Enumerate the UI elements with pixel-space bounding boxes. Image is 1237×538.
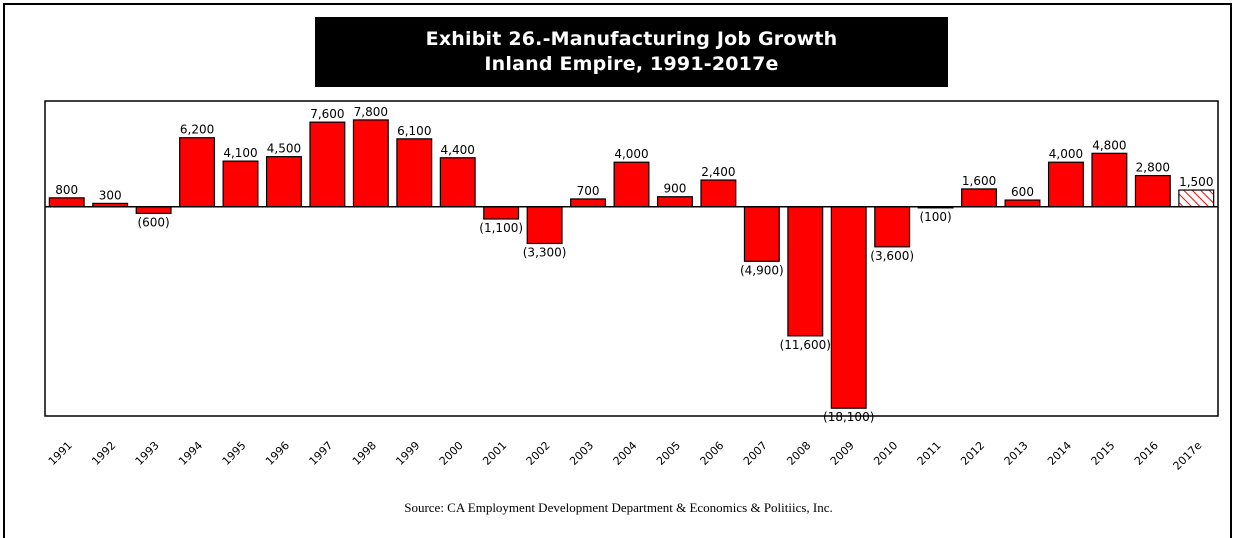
x-tick-label-2009: 2009 (828, 439, 857, 468)
bar-2017e (1178, 189, 1215, 208)
source-note: Source: CA Employment Development Depart… (404, 500, 833, 515)
data-label-2004: 4,000 (614, 147, 648, 161)
x-tick-label-1996: 1996 (263, 439, 292, 468)
x-tick-label-2005: 2005 (654, 439, 683, 468)
bar-2016 (1134, 174, 1171, 208)
x-tick-label-1998: 1998 (350, 439, 379, 468)
chart-title: Exhibit 26.-Manufacturing Job Growth Inl… (315, 17, 948, 87)
chart-title-line-1: Exhibit 26.-Manufacturing Job Growth (425, 28, 838, 50)
data-label-2003: 700 (577, 184, 600, 198)
bar-1995 (222, 160, 259, 208)
data-label-2010: (3,600) (870, 249, 914, 263)
x-tick-label-2015: 2015 (1089, 439, 1118, 468)
x-tick-label-2003: 2003 (567, 439, 596, 468)
bar-2010 (874, 206, 911, 248)
data-label-1997: 7,600 (310, 107, 344, 121)
bar-2000 (439, 157, 476, 208)
data-label-2009: (18,100) (823, 410, 874, 424)
data-label-2006: 2,400 (701, 165, 735, 179)
x-tick-label-2016: 2016 (1132, 439, 1161, 468)
x-tick-label-2013: 2013 (1002, 439, 1031, 468)
data-label-2007: (4,900) (740, 263, 784, 277)
data-label-1996: 4,500 (267, 142, 301, 156)
data-label-2014: 4,000 (1049, 147, 1083, 161)
data-label-1999: 6,100 (397, 124, 431, 138)
data-label-2012: 1,600 (962, 174, 996, 188)
bar-1996 (265, 156, 302, 208)
chart-frame (3, 3, 1232, 538)
x-tick-label-2008: 2008 (784, 439, 813, 468)
bar-2007 (743, 206, 780, 262)
data-label-2015: 4,800 (1092, 138, 1126, 152)
x-tick-label-2007: 2007 (741, 439, 770, 468)
data-label-2001: (1,100) (479, 221, 523, 235)
x-tick-label-1997: 1997 (307, 439, 336, 468)
x-tick-label-1993: 1993 (133, 439, 162, 468)
data-label-1993: (600) (137, 215, 169, 229)
x-tick-label-2010: 2010 (871, 439, 900, 468)
x-tick-label-1995: 1995 (220, 439, 249, 468)
data-label-1998: 7,800 (354, 105, 388, 119)
data-label-2013: 600 (1011, 185, 1034, 199)
x-tick-label-1991: 1991 (46, 439, 75, 468)
x-tick-label-2000: 2000 (437, 439, 466, 468)
x-tick-label-1992: 1992 (89, 439, 118, 468)
data-label-2008: (11,600) (780, 338, 831, 352)
bar-1994 (179, 137, 216, 208)
data-label-1991: 800 (55, 183, 78, 197)
x-tick-label-2004: 2004 (611, 439, 640, 468)
bar-1998 (352, 119, 389, 208)
bar-2003 (570, 198, 607, 208)
data-label-1995: 4,100 (223, 146, 257, 160)
data-label-2011: (100) (919, 210, 951, 224)
x-tick-label-1994: 1994 (176, 439, 205, 468)
bar-chart: 800 300 (600) 6,200 4,100 4,500 7,600 7,800 6,10… (44, 100, 1219, 473)
bar-1991 (48, 197, 85, 208)
bar-2002 (526, 206, 563, 245)
bar-2013 (1004, 199, 1041, 208)
bar-2015 (1091, 152, 1128, 208)
data-label-2000: 4,400 (441, 143, 475, 157)
data-label-1994: 6,200 (180, 123, 214, 137)
data-label-2017e: 1,500 (1179, 175, 1213, 189)
x-tick-label-2014: 2014 (1045, 439, 1074, 468)
x-tick-label-2012: 2012 (958, 439, 987, 468)
bar-2001 (483, 206, 520, 220)
data-label-2016: 2,800 (1136, 161, 1170, 175)
bar-2008 (787, 206, 824, 337)
x-tick-label-2001: 2001 (480, 439, 509, 468)
x-tick-label-1999: 1999 (393, 439, 422, 468)
bar-2009 (830, 206, 867, 409)
x-tick-label-2011: 2011 (915, 439, 944, 468)
data-label-2002: (3,300) (523, 245, 567, 259)
data-labels-group: 800 300 (600) 6,200 4,100 4,500 7,600 7,800 6,10… (55, 105, 1213, 424)
data-label-1992: 300 (99, 188, 122, 202)
data-label-2005: 900 (663, 182, 686, 196)
bar-2004 (613, 161, 650, 208)
bar-2006 (700, 179, 737, 208)
x-tick-label-2017e: 2017e (1171, 439, 1205, 473)
bar-1993 (135, 206, 172, 215)
x-tick-label-2006: 2006 (698, 439, 727, 468)
bar-2005 (656, 196, 693, 208)
x-tick-labels-group: 1991 1992 1993 1994 1995 1996 1997 1998 1999 2000… (46, 439, 1205, 473)
bar-1997 (309, 121, 346, 208)
bar-1999 (396, 138, 433, 208)
chart-title-line-2: Inland Empire, 1991-2017e (484, 53, 779, 75)
plot-area (44, 100, 1219, 417)
x-tick-label-2002: 2002 (524, 439, 553, 468)
bar-2012 (961, 188, 998, 208)
bar-2014 (1047, 161, 1084, 208)
